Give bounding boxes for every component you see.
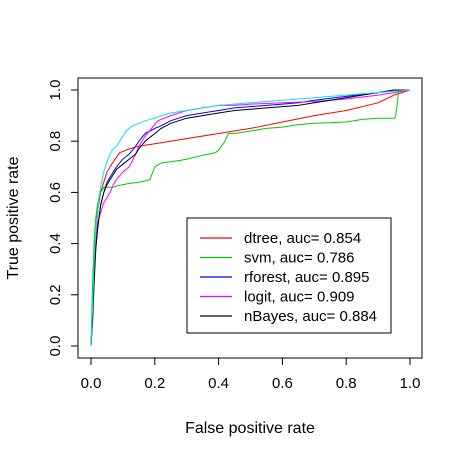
series-line-unlabeled: [90, 89, 411, 347]
x-tick-label: 0.2: [144, 375, 165, 392]
legend-box: [186, 217, 392, 334]
series-line-nbayes: [90, 89, 410, 347]
legend-label: rforest, auc= 0.895: [244, 269, 370, 286]
x-tick-label: 0.8: [336, 375, 357, 392]
x-tick-label: 0.0: [81, 375, 102, 392]
legend: dtree, auc= 0.854 svm, auc= 0.786 rforest,…: [186, 217, 392, 334]
y-tick-label: 0.6: [47, 182, 64, 203]
x-axis-title: False positive rate: [185, 420, 315, 437]
legend-label: dtree, auc= 0.854: [244, 230, 361, 247]
x-axis-ticks: 0.0 0.2 0.4 0.6 0.8 1.0: [81, 358, 421, 392]
legend-items: dtree, auc= 0.854 svm, auc= 0.786 rforest,…: [200, 230, 377, 325]
series-line-logit: [90, 89, 411, 347]
y-tick-label: 0.4: [47, 233, 64, 254]
y-tick-label: 0.2: [47, 284, 64, 305]
legend-label: logit, auc= 0.909: [244, 289, 355, 306]
x-tick-label: 1.0: [400, 375, 421, 392]
legend-label: svm, auc= 0.786: [244, 250, 354, 267]
y-tick-label: 1.0: [47, 80, 64, 101]
x-tick-label: 0.4: [208, 375, 229, 392]
roc-series-group: [90, 89, 411, 347]
x-tick-label: 0.6: [272, 375, 293, 392]
y-tick-label: 0.0: [47, 336, 64, 357]
y-tick-label: 0.8: [47, 131, 64, 152]
y-axis-ticks: 0.0 0.2 0.4 0.6 0.8 1.0: [47, 80, 78, 357]
series-line-svm: [90, 89, 410, 347]
y-axis-title: True positive rate: [5, 156, 22, 279]
legend-label: nBayes, auc= 0.884: [244, 308, 377, 325]
